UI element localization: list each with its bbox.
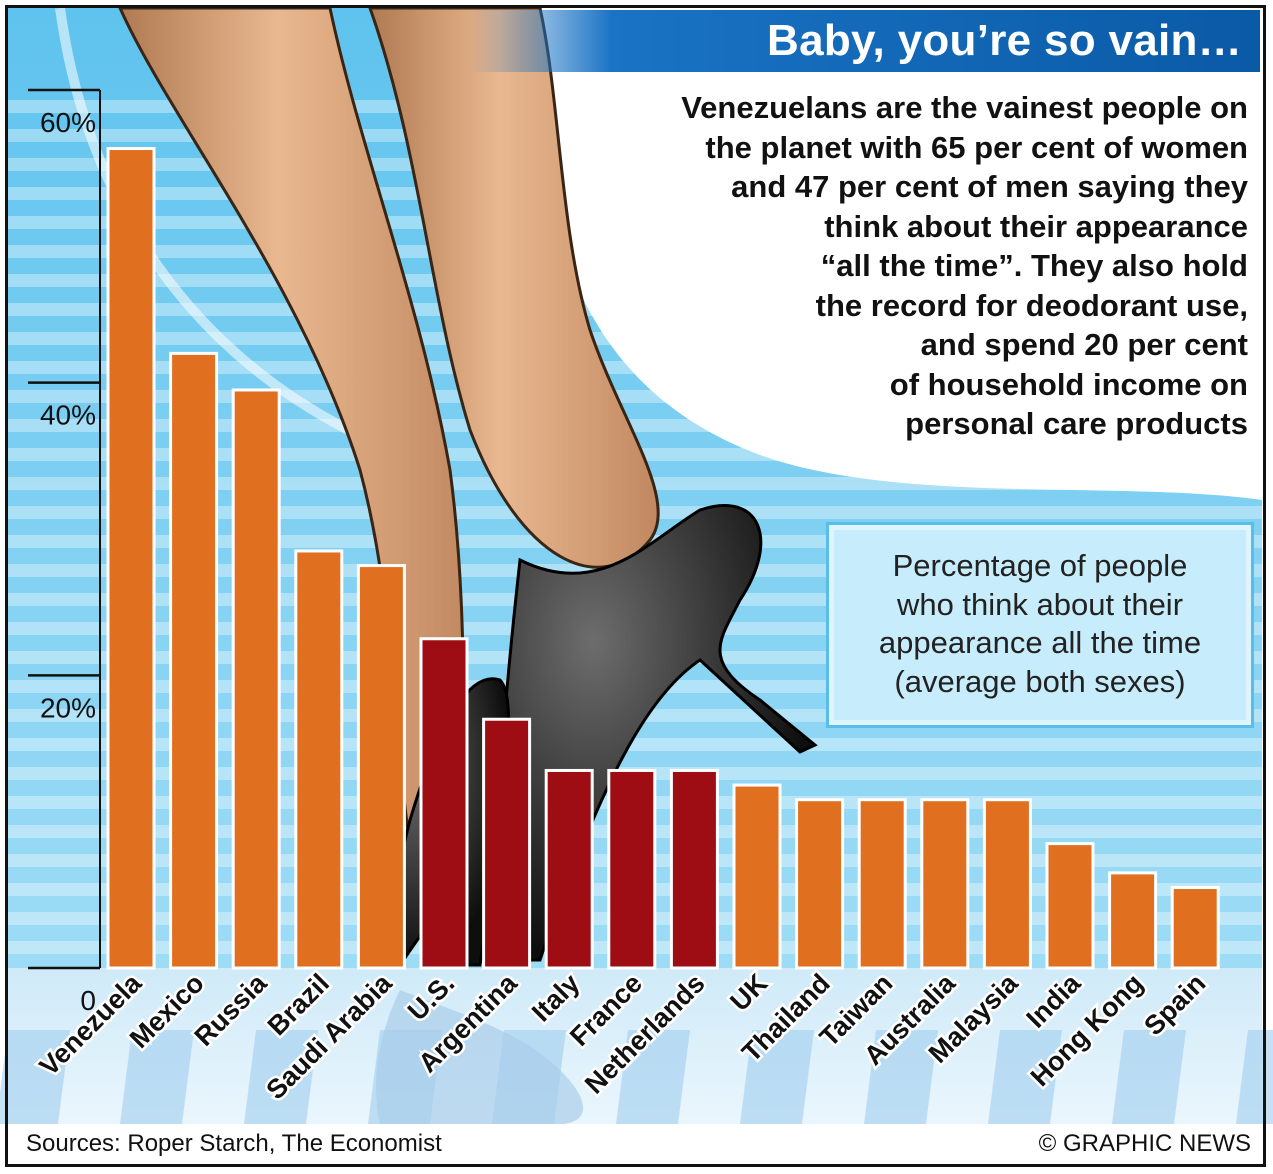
floor-tile — [0, 1030, 70, 1124]
bars — [106, 147, 1220, 970]
credit-note: © GRAPHIC NEWS — [1038, 1130, 1251, 1157]
legend-box: Percentage of people who think about the… — [826, 522, 1254, 728]
floor-tile — [120, 1030, 194, 1124]
bar — [356, 564, 406, 970]
intro-line: of household income on — [889, 366, 1248, 402]
intro-line: and 47 per cent of men saying they — [731, 169, 1248, 204]
y-tick-label: 60% — [40, 107, 96, 138]
intro-line: “all the time”. They also hold — [820, 248, 1248, 283]
floor-tile — [988, 1030, 1062, 1124]
bar — [857, 798, 907, 970]
legend-line: who think about their — [896, 586, 1184, 622]
bar — [982, 798, 1032, 970]
floor-tile — [616, 1030, 690, 1124]
bar — [669, 768, 719, 970]
legend-line: appearance all the time — [878, 625, 1202, 660]
y-tick-labels: 0 20% 40% 60% — [40, 107, 96, 1016]
shoe-reflection — [376, 990, 584, 1124]
bar — [1045, 842, 1095, 970]
bar — [231, 388, 281, 970]
bar — [920, 798, 970, 970]
floor-tile — [1112, 1030, 1186, 1124]
intro-line: Venezuelans are the vainest people on — [681, 90, 1248, 125]
bar — [1170, 886, 1220, 970]
floor-tile — [740, 1030, 814, 1124]
y-axis — [28, 88, 101, 970]
bar — [169, 351, 219, 970]
title-banner: Baby, you’re so vain… — [470, 10, 1260, 72]
floor-tile — [864, 1030, 938, 1124]
bar — [106, 147, 156, 970]
bar — [482, 717, 532, 970]
bar — [795, 798, 845, 970]
floor-tile — [244, 1030, 318, 1124]
bar — [544, 768, 594, 970]
sky-stripe — [8, 390, 1262, 403]
bar — [419, 637, 469, 970]
chart-title: Baby, you’re so vain… — [767, 16, 1242, 65]
y-tick-label: 20% — [40, 692, 96, 723]
intro-line: the planet with 65 per cent of women — [705, 129, 1248, 165]
legend-line: Percentage of people — [892, 548, 1188, 583]
legend-line: (average both sexes) — [894, 663, 1186, 699]
source-note: Sources: Roper Starch, The Economist — [26, 1130, 442, 1157]
bar — [294, 549, 344, 970]
intro-text: Venezuelans are the vainest people on th… — [560, 88, 1248, 444]
y-tick-label: 40% — [40, 400, 96, 431]
y-tick-label: 0 — [80, 985, 96, 1016]
bar — [1108, 871, 1158, 970]
intro-line: and spend 20 per cent — [920, 327, 1248, 362]
front-leg — [367, 6, 660, 569]
bar — [732, 783, 782, 970]
intro-line: personal care products — [905, 406, 1248, 441]
footer: Sources: Roper Starch, The Economist © G… — [8, 1124, 1265, 1162]
bar — [607, 768, 657, 970]
intro-line: think about their appearance — [824, 208, 1248, 244]
intro-line: the record for deodorant use, — [815, 287, 1248, 323]
sky-stripe — [8, 419, 1262, 432]
